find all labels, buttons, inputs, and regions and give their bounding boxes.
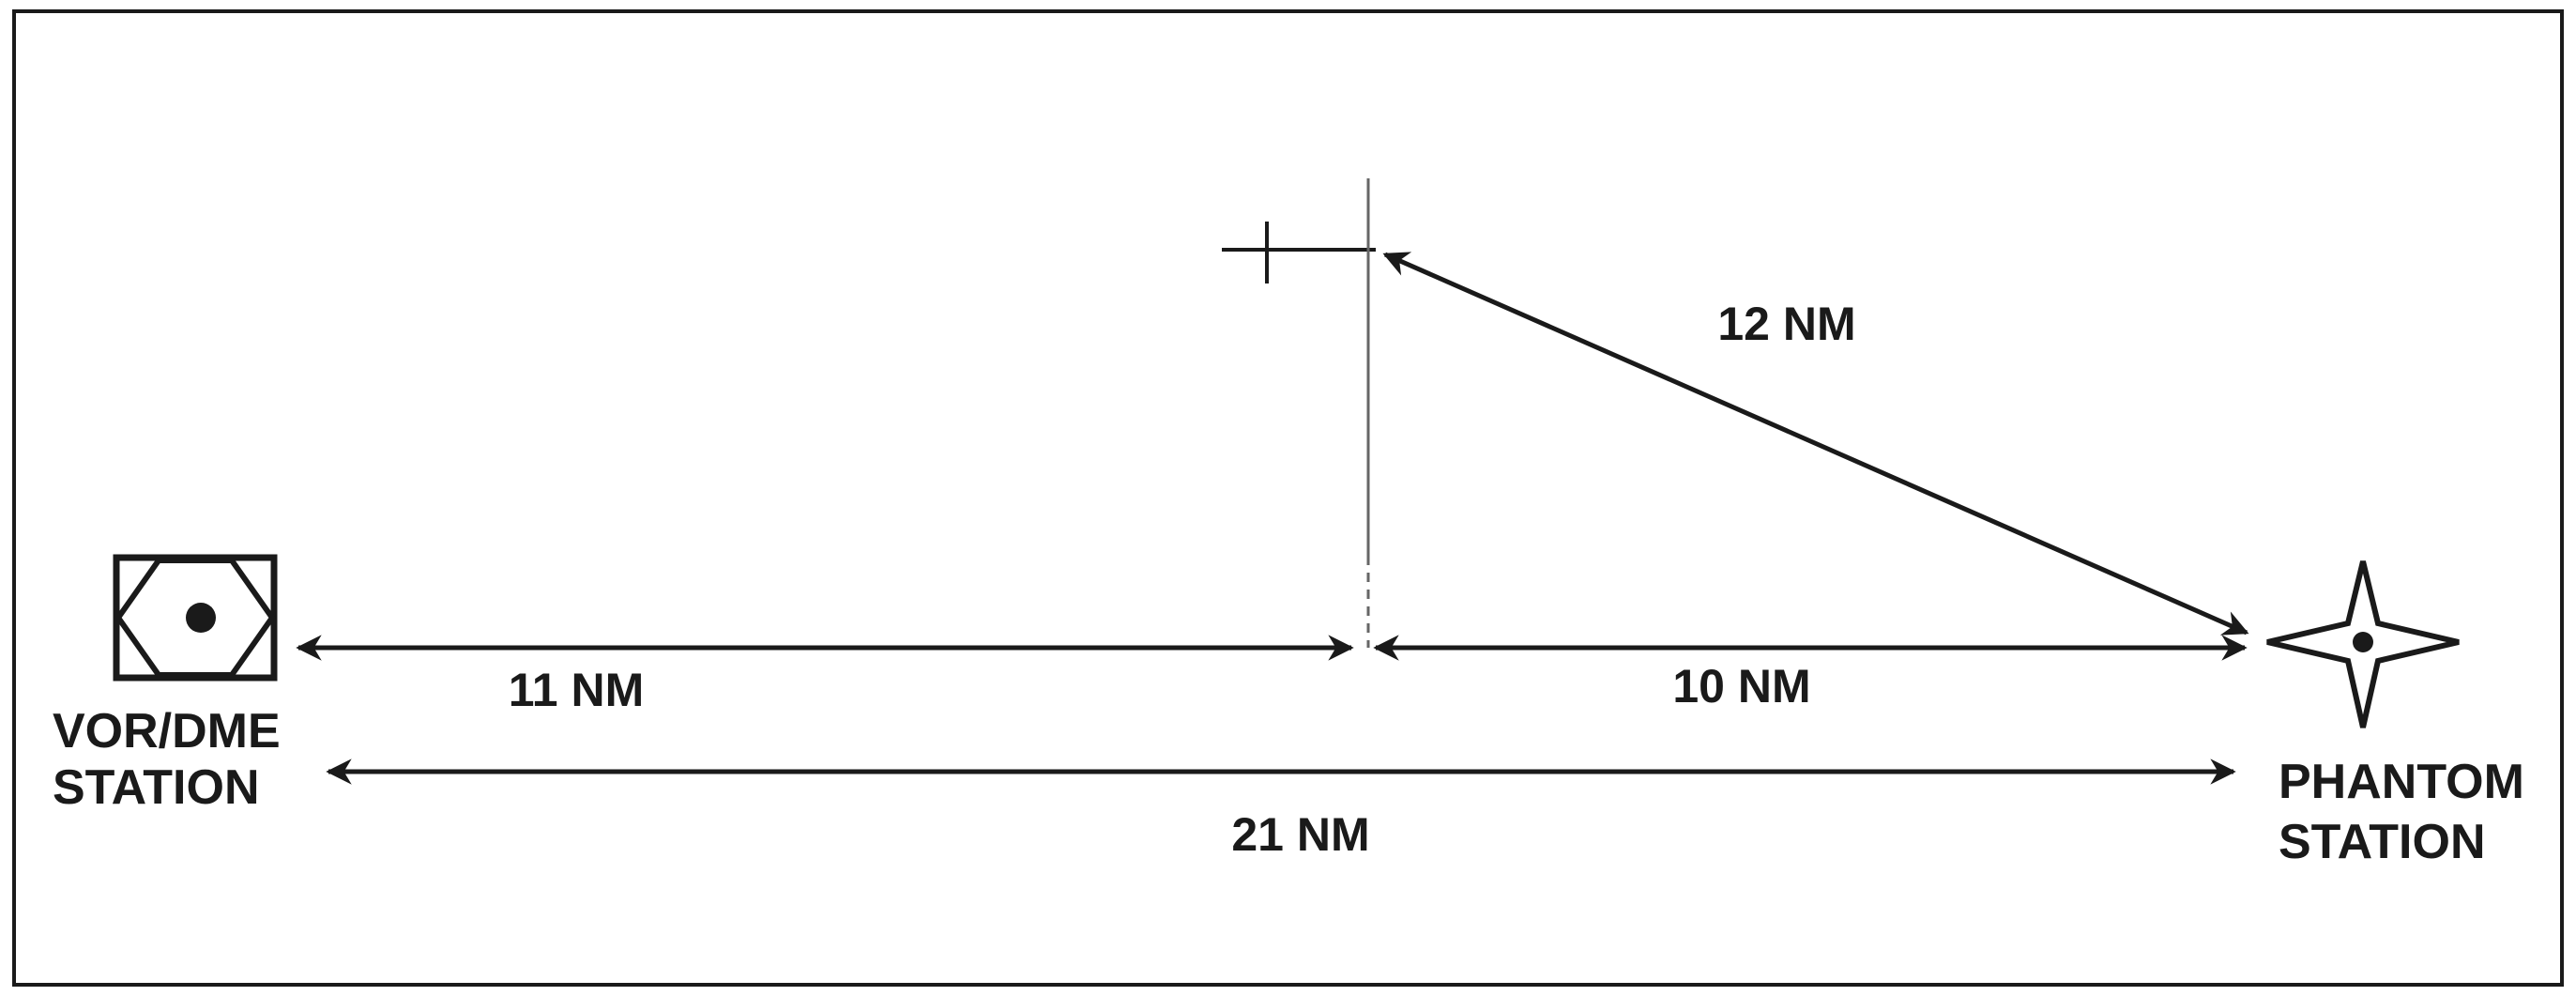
- vor-dme-label-line2: STATION: [53, 760, 260, 815]
- label-10nm: 10 NM: [1672, 660, 1810, 713]
- vor-dme-label-line1: VOR/DME: [53, 704, 281, 758]
- arrow-12nm: [1382, 252, 2249, 636]
- aircraft-position-icon: [1222, 222, 1376, 283]
- phantom-label-line2: STATION: [2279, 815, 2486, 869]
- vor-dme-icon: [113, 554, 278, 682]
- label-12nm: 12 NM: [1717, 298, 1855, 350]
- diagram-frame: [12, 9, 2564, 987]
- label-21nm: 21 NM: [1231, 808, 1369, 861]
- phantom-station-icon: [2266, 560, 2460, 728]
- label-11nm: 11 NM: [509, 664, 645, 716]
- phantom-label-line1: PHANTOM: [2279, 755, 2524, 809]
